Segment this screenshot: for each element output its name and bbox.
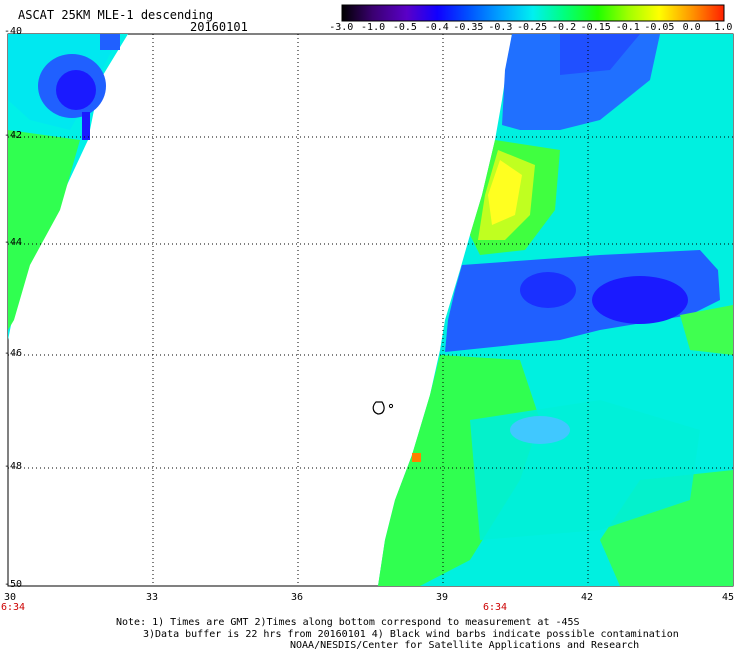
footer-note-1: Note: 1) Times are GMT 2)Times along bot… — [116, 617, 580, 628]
time-label-right: 6:34 — [483, 602, 508, 613]
colorbar-label: -0.25 — [517, 22, 548, 33]
lat-label-40: -40 — [4, 26, 23, 37]
colorbar-label: -0.2 — [552, 22, 577, 33]
colorbar-label: -0.4 — [424, 22, 449, 33]
lat-label-48: -48 — [4, 461, 23, 472]
island-outline — [372, 401, 385, 415]
lat-label-42: -42 — [4, 130, 23, 141]
colorbar-label: 0.0 — [682, 22, 701, 33]
colorbar — [341, 4, 725, 22]
right-swath-deep-blue-core-2 — [520, 272, 576, 308]
colorbar-label: -0.35 — [453, 22, 484, 33]
right-swath-orange-pixel — [412, 453, 421, 462]
colorbar-label: -0.15 — [580, 22, 611, 33]
lat-label-46: -46 — [4, 348, 23, 359]
map-title: ASCAT 25KM MLE-1 descending — [18, 8, 214, 22]
colorbar-label: -1.0 — [361, 22, 386, 33]
gridlines — [8, 34, 733, 586]
colorbar-label: -3.0 — [329, 22, 354, 33]
footer-note-2: 3)Data buffer is 22 hrs from 20160101 4)… — [143, 629, 679, 640]
lon-label-30: 30 — [4, 592, 17, 603]
lat-label-50: -50 — [4, 579, 23, 590]
island-dot — [388, 403, 394, 409]
lon-label-42: 42 — [581, 592, 594, 603]
left-swath-blue-top — [100, 34, 120, 50]
left-swath-green — [8, 130, 80, 330]
colorbar-label: -0.5 — [392, 22, 417, 33]
left-swath-strip — [82, 112, 90, 140]
colorbar-label: 1.0 — [714, 22, 733, 33]
right-swath-light-blue — [510, 416, 570, 444]
time-label-left: 6:34 — [1, 602, 26, 613]
lon-label-39: 39 — [436, 592, 449, 603]
lon-label-36: 36 — [291, 592, 304, 603]
right-swath-top-blue — [502, 34, 660, 130]
right-swath-deep-blue-core — [592, 276, 688, 324]
colorbar-label: -0.05 — [644, 22, 675, 33]
right-swath-mid-blue — [445, 250, 720, 352]
right-swath-lower-green — [378, 355, 540, 586]
lon-label-33: 33 — [146, 592, 159, 603]
colorbar-label: -0.3 — [488, 22, 513, 33]
right-swath-green-patch — [680, 305, 733, 355]
left-swath-deep-blue — [56, 70, 96, 110]
colorbar-label: -0.1 — [615, 22, 640, 33]
footer-note-3: NOAA/NESDIS/Center for Satellite Applica… — [290, 640, 640, 651]
right-swath-top-blue-2 — [560, 34, 640, 75]
lon-label-45: 45 — [722, 592, 735, 603]
lat-label-44: -44 — [4, 237, 23, 248]
right-swath-yellow-core — [488, 160, 522, 225]
map-date: 20160101 — [190, 20, 248, 34]
